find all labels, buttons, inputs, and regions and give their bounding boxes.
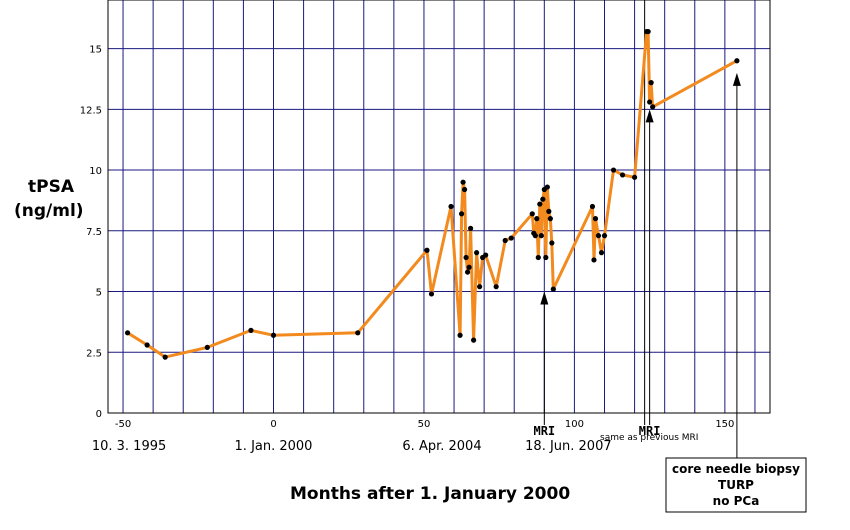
y-tick-label: 12.5 [80,105,102,116]
data-point [544,184,550,190]
data-point [645,28,651,35]
data-point [460,179,466,185]
data-point [598,250,605,256]
data-point [457,332,463,338]
data-point [529,211,535,217]
data-points [124,28,740,360]
data-point [538,233,544,239]
x-tick-label: -50 [115,419,131,430]
data-point [543,254,549,261]
data-point [355,330,361,336]
y-tick-label: 0 [96,409,102,420]
biopsy-annotation-line: no PCa [713,494,760,508]
data-point [532,233,538,239]
data-point [592,216,599,222]
data-point [248,327,254,333]
data-point [424,247,430,253]
data-point [631,174,638,180]
data-point [734,58,740,64]
x-tick-label: 100 [565,419,584,430]
data-point [204,344,210,351]
data-point [534,216,540,222]
data-point [601,233,608,239]
data-point [591,257,597,263]
biopsy-arrowhead [732,72,741,86]
data-point [458,211,465,217]
data-point [428,291,435,297]
plot-background [108,0,770,413]
data-point [647,99,653,105]
annotations: MRI MRI core needle biopsy TURP no PCa [533,0,807,513]
data-point [162,354,168,360]
mri-arrowhead [540,291,549,305]
x-tick-label: 150 [715,419,734,430]
data-point [508,235,514,241]
date-label: 6. Apr. 2004 [402,439,481,454]
data-point [550,286,556,292]
data-point [483,252,489,258]
data-point [547,216,553,222]
data-point [461,186,468,193]
y-tick-label: 15 [89,45,102,56]
data-point [610,167,617,173]
y-tick-label: 10 [89,166,102,177]
y-axis-label-line2: (ng/ml) [14,201,84,221]
data-point [464,269,471,275]
y-tick-label: 2.5 [86,348,102,359]
data-point [477,284,483,290]
data-point [648,80,654,86]
data-point [546,208,552,214]
data-point [537,201,543,207]
data-point [595,233,602,239]
data-point [549,240,555,246]
x-axis-title: Months after 1. January 2000 [290,484,570,504]
data-point [535,254,541,261]
data-point [589,203,596,210]
data-point [144,342,150,348]
date-label: 18. Jun. 2007 [525,439,611,454]
data-point [270,332,277,338]
data-point [448,203,454,210]
data-point [466,264,472,270]
same-as-previous-mri-note: same as previous MRI [600,433,698,443]
data-point [650,104,656,110]
data-point [471,337,477,343]
mri-label: MRI [533,424,555,438]
data-point [124,330,131,336]
mri-arrowhead [645,109,654,123]
x-tick-label: 0 [270,419,276,430]
data-point [493,284,499,290]
plot-frame [107,0,771,414]
data-point [463,254,469,261]
date-label: 1. Jan. 2000 [235,439,313,454]
x-tick-label: 50 [418,419,431,430]
axis-ticks: 0 2.5 5 7.5 10 12.5 15 -50 0 50 100 150 10. 3. 1995 1… [80,45,735,454]
data-point [474,250,480,256]
y-tick-label: 5 [96,288,102,299]
data-point [619,172,626,178]
y-tick-label: 7.5 [86,227,102,238]
biopsy-annotation-box [665,457,807,513]
biopsy-annotation-line: TURP [718,478,754,492]
data-point [540,196,546,202]
data-point [467,225,474,231]
date-label: 10. 3. 1995 [92,439,166,454]
mri-label: MRI [639,424,661,438]
y-axis-label-line1: tPSA [28,177,75,197]
biopsy-annotation-line: core needle biopsy [672,462,800,476]
data-point [502,237,508,244]
